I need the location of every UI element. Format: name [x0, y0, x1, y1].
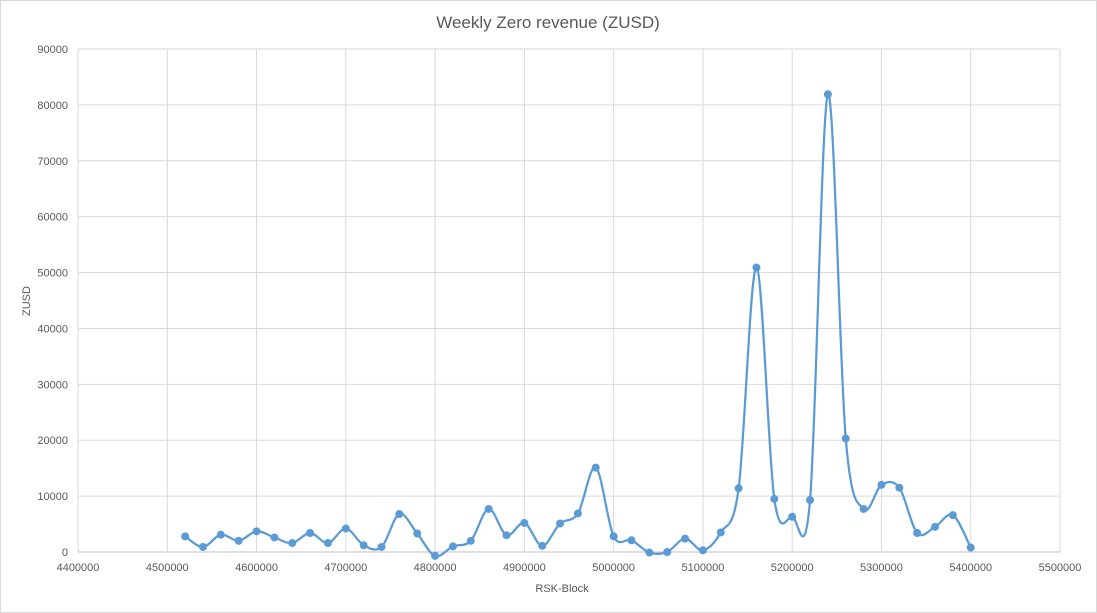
data-point [431, 551, 440, 560]
x-tick-label: 5500000 [1039, 562, 1082, 574]
data-point [877, 480, 886, 489]
x-tick-label: 4900000 [503, 562, 546, 574]
data-point [377, 542, 386, 551]
data-point [609, 532, 618, 541]
y-tick-label: 30000 [37, 379, 68, 391]
chart-title: Weekly Zero revenue (ZUSD) [436, 13, 660, 32]
x-tick-label: 5400000 [949, 562, 992, 574]
data-point [520, 518, 529, 527]
y-tick-label: 50000 [37, 268, 68, 280]
data-point [716, 528, 725, 537]
data-point [681, 534, 690, 543]
data-point [216, 530, 225, 539]
data-point [341, 524, 350, 533]
data-point [538, 541, 547, 550]
data-point [663, 548, 672, 556]
y-tick-label: 0 [62, 547, 68, 559]
x-axis-label: RSK-Block [535, 583, 589, 595]
data-point [645, 548, 654, 557]
data-point [413, 529, 422, 538]
series-line [184, 93, 972, 558]
data-point [198, 542, 207, 551]
data-point [252, 527, 261, 536]
data-point [359, 541, 368, 550]
data-point [627, 536, 636, 545]
data-point [806, 496, 815, 505]
x-tick-label: 5200000 [771, 562, 814, 574]
x-tick-label: 4700000 [324, 562, 367, 574]
y-tick-label: 40000 [37, 323, 68, 335]
data-point [323, 539, 332, 548]
data-markers [181, 90, 975, 560]
y-tick-label: 80000 [37, 100, 68, 112]
y-tick-label: 90000 [37, 44, 68, 56]
data-point [591, 463, 600, 472]
data-point [573, 509, 582, 518]
data-point [788, 512, 797, 521]
data-point [484, 504, 493, 513]
data-point [841, 434, 850, 443]
data-point [502, 531, 511, 540]
x-tick-label: 4800000 [414, 562, 457, 574]
data-point [931, 522, 940, 531]
data-point [448, 542, 457, 551]
x-tick-label: 5300000 [860, 562, 903, 574]
data-point [913, 529, 922, 537]
x-tick-label: 5100000 [681, 562, 724, 574]
axis-ticks: 0 10000 20000 30000 40000 50000 60000 70000 8000… [37, 44, 1081, 574]
data-point [734, 484, 743, 493]
y-axis-label: ZUSD [21, 286, 33, 316]
y-tick-label: 20000 [37, 435, 68, 447]
data-point [752, 263, 761, 272]
data-point [270, 533, 279, 542]
data-point [466, 536, 475, 545]
data-point [770, 494, 779, 503]
x-tick-label: 4400000 [57, 562, 100, 574]
data-point [556, 519, 565, 528]
data-point [948, 511, 957, 520]
y-tick-label: 60000 [37, 212, 68, 224]
gridlines [77, 48, 1061, 553]
data-point [966, 543, 975, 552]
data-point [859, 504, 868, 513]
data-point [823, 90, 832, 99]
x-tick-label: 4600000 [235, 562, 278, 574]
data-point [698, 546, 707, 555]
data-point [895, 483, 904, 492]
data-point [234, 536, 243, 545]
y-tick-label: 10000 [37, 491, 68, 503]
x-tick-label: 4500000 [146, 562, 189, 574]
x-tick-label: 5000000 [592, 562, 635, 574]
data-point [395, 510, 404, 518]
y-tick-label: 70000 [37, 156, 68, 168]
data-point [306, 529, 315, 537]
data-point [288, 539, 297, 548]
data-point [181, 532, 190, 541]
